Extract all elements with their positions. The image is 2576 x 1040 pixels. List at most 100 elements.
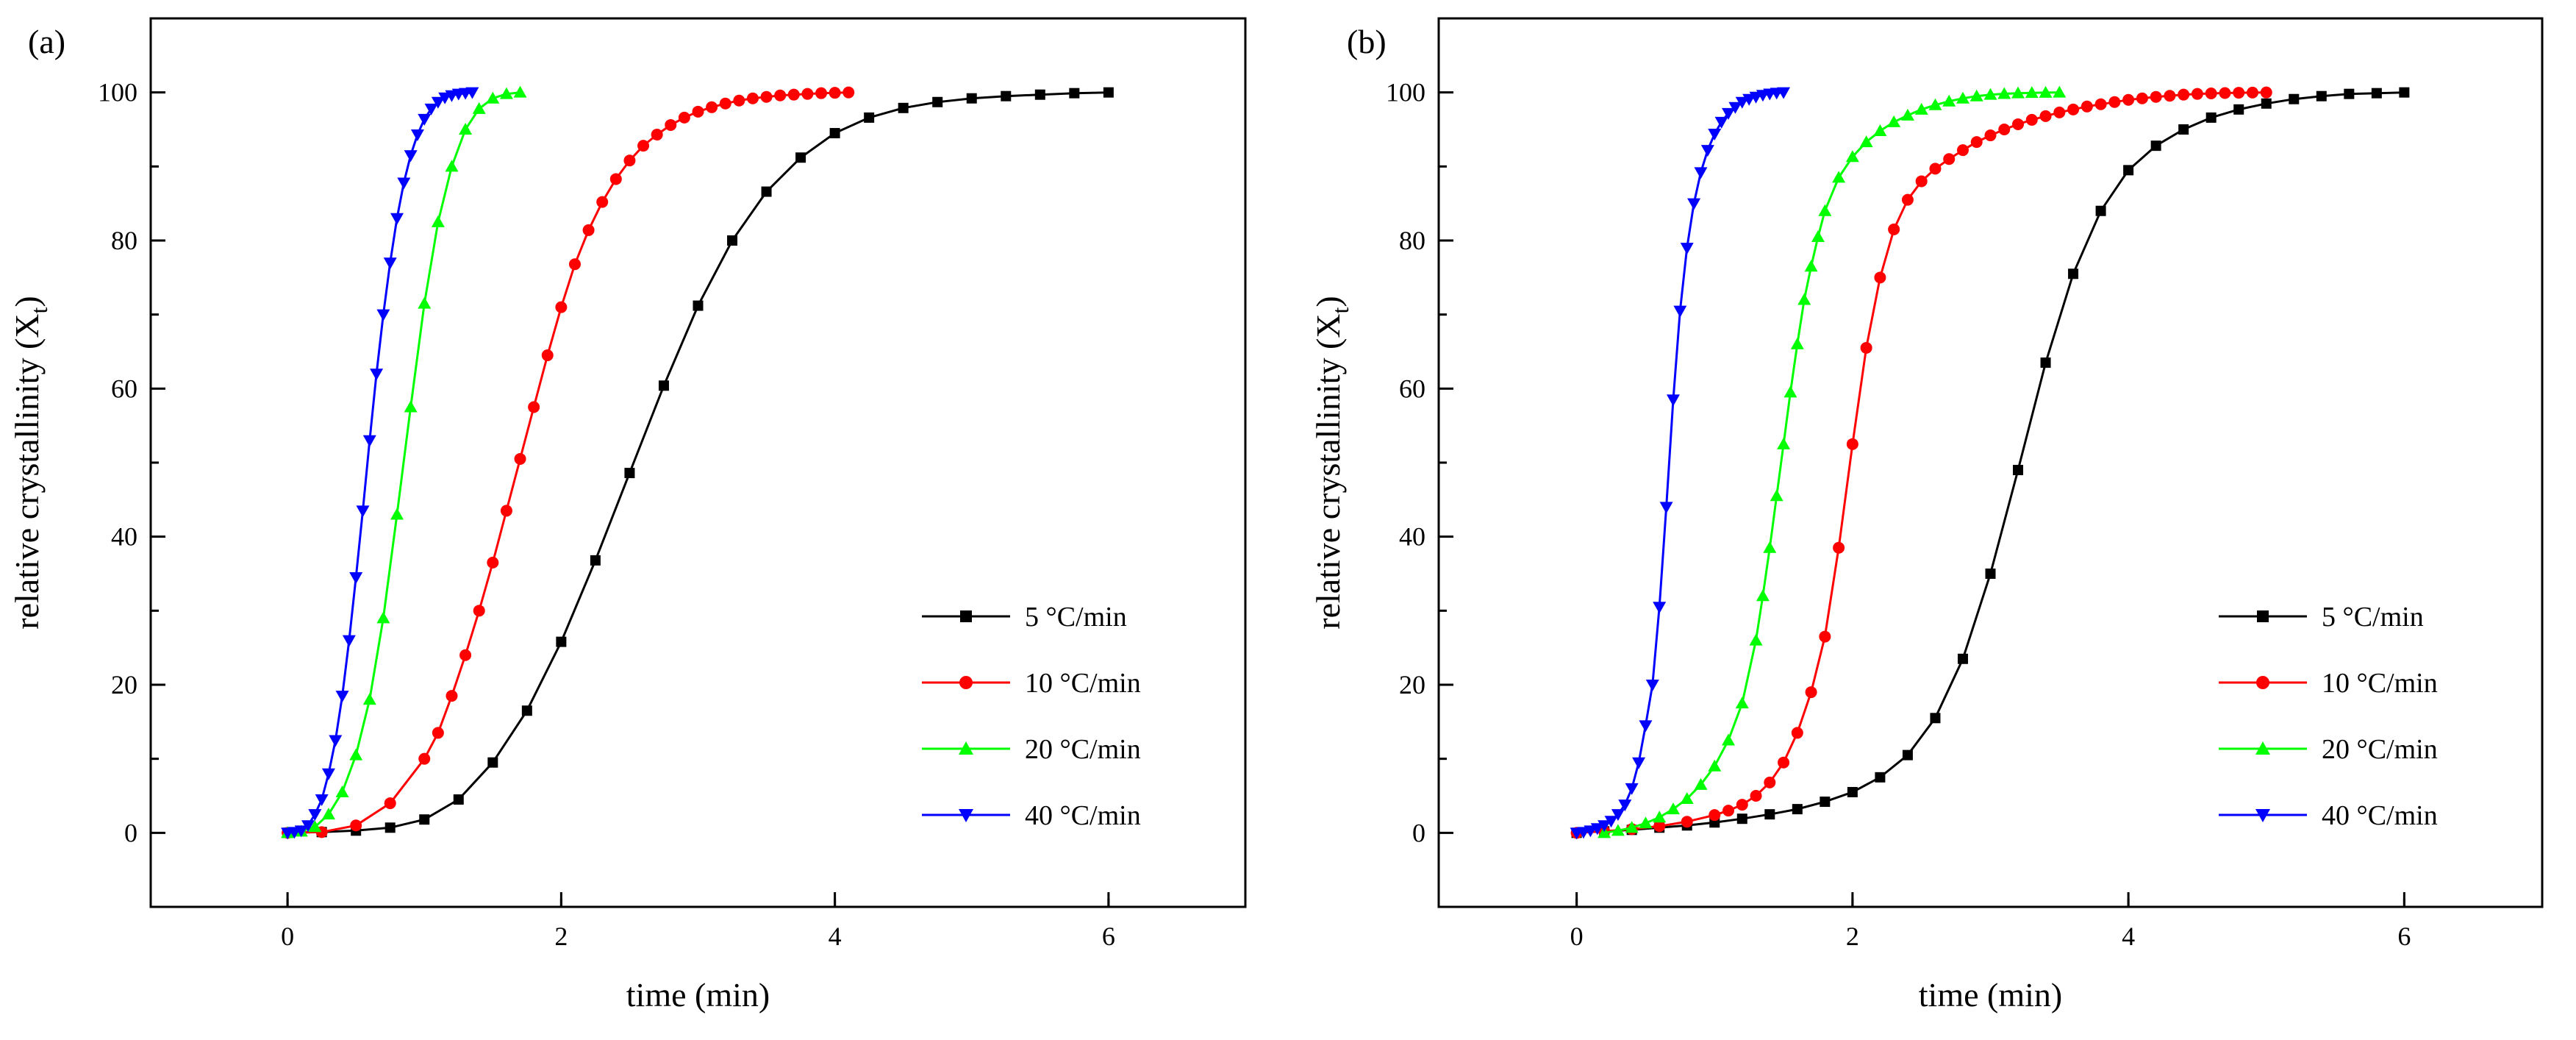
data-point [432, 727, 444, 739]
data-point [898, 102, 909, 113]
data-point [514, 452, 526, 465]
y-axis-label: relative crystallinity (Xt) [1309, 296, 1353, 629]
data-point [486, 91, 500, 104]
panel-label: (b) [1347, 23, 1387, 60]
data-point [349, 572, 363, 585]
legend-item: 10 °C/min [2219, 668, 2438, 699]
data-point [1750, 790, 1762, 802]
data-point [1985, 569, 1996, 579]
data-point [1756, 589, 1770, 602]
data-point [1900, 108, 1914, 121]
data-point [301, 820, 315, 833]
data-point [446, 690, 458, 702]
data-point [1069, 88, 1080, 99]
data-point [1709, 809, 1721, 822]
data-point [556, 636, 567, 647]
y-tick-label: 80 [111, 226, 137, 255]
series-line [1603, 91, 2060, 834]
data-point [383, 257, 397, 270]
data-point [1639, 816, 1653, 829]
data-point [842, 86, 855, 99]
legend: 5 °C/min 10 °C/min 20 °C/min 40 °C/min [922, 602, 1141, 831]
data-point [431, 215, 445, 227]
y-tick-label: 100 [1386, 78, 1425, 107]
y-tick-label: 100 [98, 78, 137, 107]
data-point [418, 296, 432, 309]
legend-item: 40 °C/min [2219, 800, 2438, 831]
data-point [465, 87, 479, 99]
data-point [692, 105, 704, 118]
data-point [1590, 823, 1604, 836]
plot-frame [149, 17, 1247, 908]
data-point [342, 635, 356, 647]
legend-label: 5 °C/min [2322, 602, 2424, 633]
data-point [2164, 90, 2176, 102]
data-point [1625, 821, 1639, 833]
legend-label: 10 °C/min [2322, 668, 2438, 699]
plot-frame [1437, 17, 2544, 908]
series-line [1576, 91, 1784, 834]
data-point [1700, 145, 1714, 157]
data-point [2399, 87, 2410, 98]
data-point [624, 468, 635, 479]
data-point [1791, 727, 1803, 739]
series-3 [281, 85, 527, 838]
data-point [1694, 777, 1708, 790]
data-point [1659, 502, 1673, 514]
data-point [487, 556, 499, 569]
data-point [390, 213, 404, 225]
data-point [308, 809, 322, 822]
y-tick-label: 60 [1399, 374, 1425, 403]
data-point [1956, 144, 1969, 157]
data-point [350, 819, 362, 832]
data-point [966, 93, 977, 104]
data-point [315, 794, 329, 807]
data-point [1722, 107, 1736, 120]
data-point [1736, 799, 1748, 811]
data-point [582, 224, 595, 236]
data-point [2246, 86, 2258, 99]
x-axis-label: time (min) [626, 976, 770, 1014]
data-point [1888, 223, 1900, 235]
data-point [1598, 820, 1611, 833]
legend-marker [2255, 741, 2270, 755]
data-point [2371, 88, 2382, 99]
data-point [1902, 749, 1913, 761]
data-point [1804, 260, 1818, 272]
x-tick-label: 2 [1846, 922, 1859, 951]
data-point [1783, 385, 1797, 398]
legend-label: 20 °C/min [2322, 734, 2438, 765]
data-point [349, 748, 363, 761]
data-point [356, 505, 370, 518]
x-tick-label: 4 [2122, 922, 2135, 951]
data-point [733, 94, 745, 107]
data-point [815, 87, 828, 99]
y-tick-label: 0 [124, 818, 137, 847]
data-point [362, 435, 376, 447]
data-point [2039, 85, 2053, 98]
data-point [2191, 88, 2203, 100]
data-point [1969, 89, 1983, 101]
x-tick-label: 6 [1102, 922, 1115, 951]
data-point [513, 85, 527, 98]
data-point [1708, 129, 1722, 141]
data-point [719, 97, 731, 110]
data-point [1873, 124, 1887, 137]
data-point [568, 258, 581, 271]
data-point [555, 301, 568, 313]
data-point [1103, 87, 1114, 98]
data-point [1819, 630, 1831, 643]
data-point [499, 87, 513, 99]
x-tick-label: 0 [1570, 922, 1584, 951]
data-point [2316, 90, 2327, 101]
legend-marker [960, 610, 972, 622]
data-point [2178, 124, 2189, 135]
data-point [2081, 100, 2093, 113]
data-point [2233, 87, 2245, 99]
data-point [727, 235, 738, 246]
legend-item: 5 °C/min [2219, 602, 2424, 633]
data-point [1847, 786, 1858, 797]
data-point [1764, 776, 1776, 788]
data-point [1957, 653, 1968, 664]
data-point [1673, 305, 1687, 318]
